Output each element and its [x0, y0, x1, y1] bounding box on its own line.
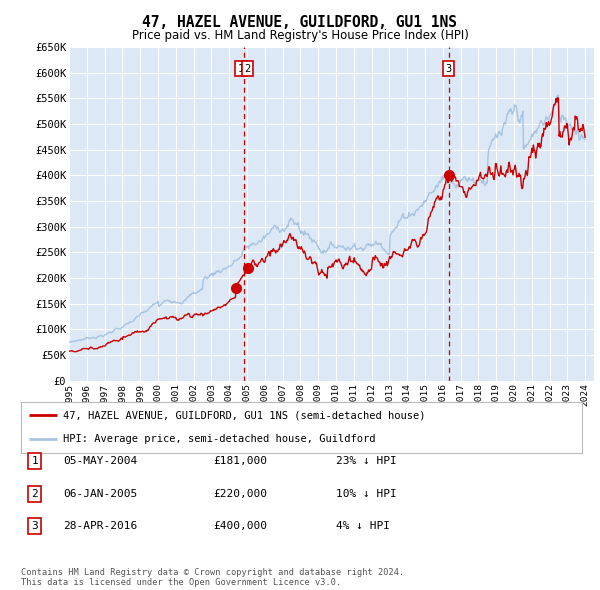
- Text: 10% ↓ HPI: 10% ↓ HPI: [336, 489, 397, 499]
- Text: 23% ↓ HPI: 23% ↓ HPI: [336, 457, 397, 466]
- Text: 1: 1: [238, 64, 244, 74]
- Text: 06-JAN-2005: 06-JAN-2005: [63, 489, 137, 499]
- Text: 4% ↓ HPI: 4% ↓ HPI: [336, 522, 390, 531]
- Text: 3: 3: [31, 522, 38, 531]
- Text: £220,000: £220,000: [213, 489, 267, 499]
- Text: 47, HAZEL AVENUE, GUILDFORD, GU1 1NS (semi-detached house): 47, HAZEL AVENUE, GUILDFORD, GU1 1NS (se…: [63, 411, 425, 421]
- Text: 05-MAY-2004: 05-MAY-2004: [63, 457, 137, 466]
- Text: 2: 2: [31, 489, 38, 499]
- Text: Contains HM Land Registry data © Crown copyright and database right 2024.
This d: Contains HM Land Registry data © Crown c…: [21, 568, 404, 587]
- Text: 1: 1: [31, 457, 38, 466]
- Text: 2: 2: [244, 64, 251, 74]
- Text: 47, HAZEL AVENUE, GUILDFORD, GU1 1NS: 47, HAZEL AVENUE, GUILDFORD, GU1 1NS: [143, 15, 458, 30]
- Text: HPI: Average price, semi-detached house, Guildford: HPI: Average price, semi-detached house,…: [63, 434, 376, 444]
- Text: 28-APR-2016: 28-APR-2016: [63, 522, 137, 531]
- Text: Price paid vs. HM Land Registry's House Price Index (HPI): Price paid vs. HM Land Registry's House …: [131, 29, 469, 42]
- Text: 3: 3: [445, 64, 452, 74]
- Text: £400,000: £400,000: [213, 522, 267, 531]
- Text: £181,000: £181,000: [213, 457, 267, 466]
